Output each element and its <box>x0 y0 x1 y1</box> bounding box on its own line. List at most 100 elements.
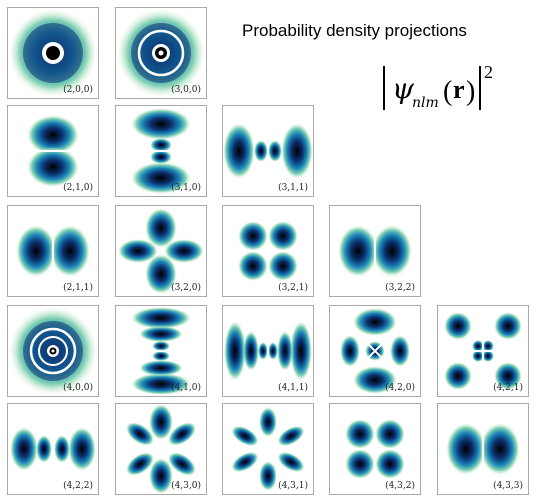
density-lobe <box>167 452 197 476</box>
density-lobe <box>254 140 268 162</box>
density-plot <box>118 208 204 294</box>
orbital-label: (2,0,0) <box>63 85 93 95</box>
density-lobe <box>152 351 170 361</box>
density-plot <box>9 9 97 97</box>
formula-exponent: 2 <box>484 62 493 82</box>
orbital-tile: (4,3,2) <box>329 403 421 495</box>
density-lobe <box>338 225 378 277</box>
orbital-label: (3,2,2) <box>385 283 415 293</box>
nodal-ring <box>29 327 77 375</box>
orbital-label: (4,3,1) <box>278 481 308 491</box>
density-lobe <box>131 162 191 194</box>
orbital-tile: (4,3,3) <box>437 403 529 495</box>
density-lobe <box>353 366 397 394</box>
density-plot <box>340 308 410 394</box>
density-lobe <box>118 239 158 263</box>
formula-close-paren: ) <box>466 76 475 107</box>
density-lobe <box>277 425 305 447</box>
density-lobe <box>27 115 79 155</box>
orbital-tile: (3,2,2) <box>329 205 421 297</box>
density-lobe <box>224 321 246 381</box>
orbital-label: (4,2,0) <box>385 383 415 393</box>
density-lobe <box>290 321 312 381</box>
density-lobe <box>480 423 520 475</box>
density-lobe <box>444 312 472 340</box>
formula-argument: r <box>453 75 465 104</box>
orbital-tile: (2,1,0) <box>7 105 99 197</box>
density-plot <box>338 206 412 296</box>
density-plot <box>330 404 420 494</box>
density-lobe <box>238 221 268 251</box>
nodal-plane <box>482 404 484 494</box>
density-plot <box>438 306 528 396</box>
formula-psi: ψ <box>392 72 415 105</box>
orbital-tile: (4,0,0) <box>7 305 99 397</box>
density-lobe <box>472 340 484 352</box>
nodal-plane <box>330 448 420 450</box>
density-core <box>46 46 60 60</box>
orbital-label: (3,0,0) <box>171 85 201 95</box>
density-lobe <box>145 208 177 248</box>
density-lobe <box>243 331 259 371</box>
nodal-plane <box>267 306 269 396</box>
density-lobe <box>268 342 278 360</box>
orbital-tile: (3,2,0) <box>115 205 207 297</box>
density-plot <box>224 306 312 396</box>
orbital-label: (4,1,1) <box>278 383 308 393</box>
density-lobe <box>150 138 172 152</box>
density-lobe <box>277 451 305 473</box>
density-plot <box>125 404 197 494</box>
density-lobe <box>259 461 277 491</box>
nodal-plane <box>52 404 54 494</box>
nodal-ring <box>137 29 185 77</box>
nodal-plane <box>267 106 269 196</box>
density-lobe <box>494 312 522 340</box>
density-lobe <box>345 449 375 479</box>
density-lobe <box>139 360 183 376</box>
density-lobe <box>16 225 56 277</box>
nodal-plane <box>364 340 386 362</box>
density-core <box>158 50 164 56</box>
density-lobe <box>149 404 173 440</box>
density-lobe <box>444 362 472 390</box>
formula-subscript: nlm <box>412 95 439 111</box>
orbital-tile: (2,1,1) <box>7 205 99 297</box>
density-lobe <box>131 108 191 140</box>
density-lobe <box>238 251 268 281</box>
orbital-label: (3,2,0) <box>171 283 201 293</box>
orbital-label: (2,1,0) <box>63 183 93 193</box>
density-lobe <box>472 350 484 362</box>
density-lobe <box>375 449 405 479</box>
density-plot <box>223 106 313 196</box>
density-lobe <box>145 254 177 294</box>
orbital-tile: (4,2,1) <box>437 305 529 397</box>
density-lobe <box>131 373 191 395</box>
density-plot <box>116 307 206 395</box>
orbital-label: (4,0,0) <box>63 383 93 393</box>
density-lobe <box>375 419 405 449</box>
density-lobe <box>482 340 494 352</box>
density-core <box>51 349 55 353</box>
density-lobe <box>50 225 90 277</box>
density-lobe <box>353 308 397 336</box>
nodal-plane <box>52 206 54 296</box>
orbital-label: (4,3,3) <box>493 481 523 491</box>
density-lobe <box>36 435 52 463</box>
orbital-label: (3,1,1) <box>278 183 308 193</box>
density-lobe <box>131 307 191 329</box>
density-plot <box>446 404 520 494</box>
density-plot <box>116 108 206 194</box>
density-lobe <box>27 147 79 187</box>
density-lobe <box>164 239 204 263</box>
orbital-tile: (4,2,0) <box>329 305 421 397</box>
nodal-plane <box>438 350 528 352</box>
density-lobe <box>54 435 70 463</box>
nodal-plane <box>116 350 206 352</box>
orbital-tile: (2,0,0) <box>7 7 99 99</box>
density-lobe <box>10 427 38 471</box>
orbital-label: (3,2,1) <box>278 283 308 293</box>
density-lobe <box>268 140 282 162</box>
density-lobe <box>125 422 155 446</box>
density-plot <box>231 407 305 491</box>
